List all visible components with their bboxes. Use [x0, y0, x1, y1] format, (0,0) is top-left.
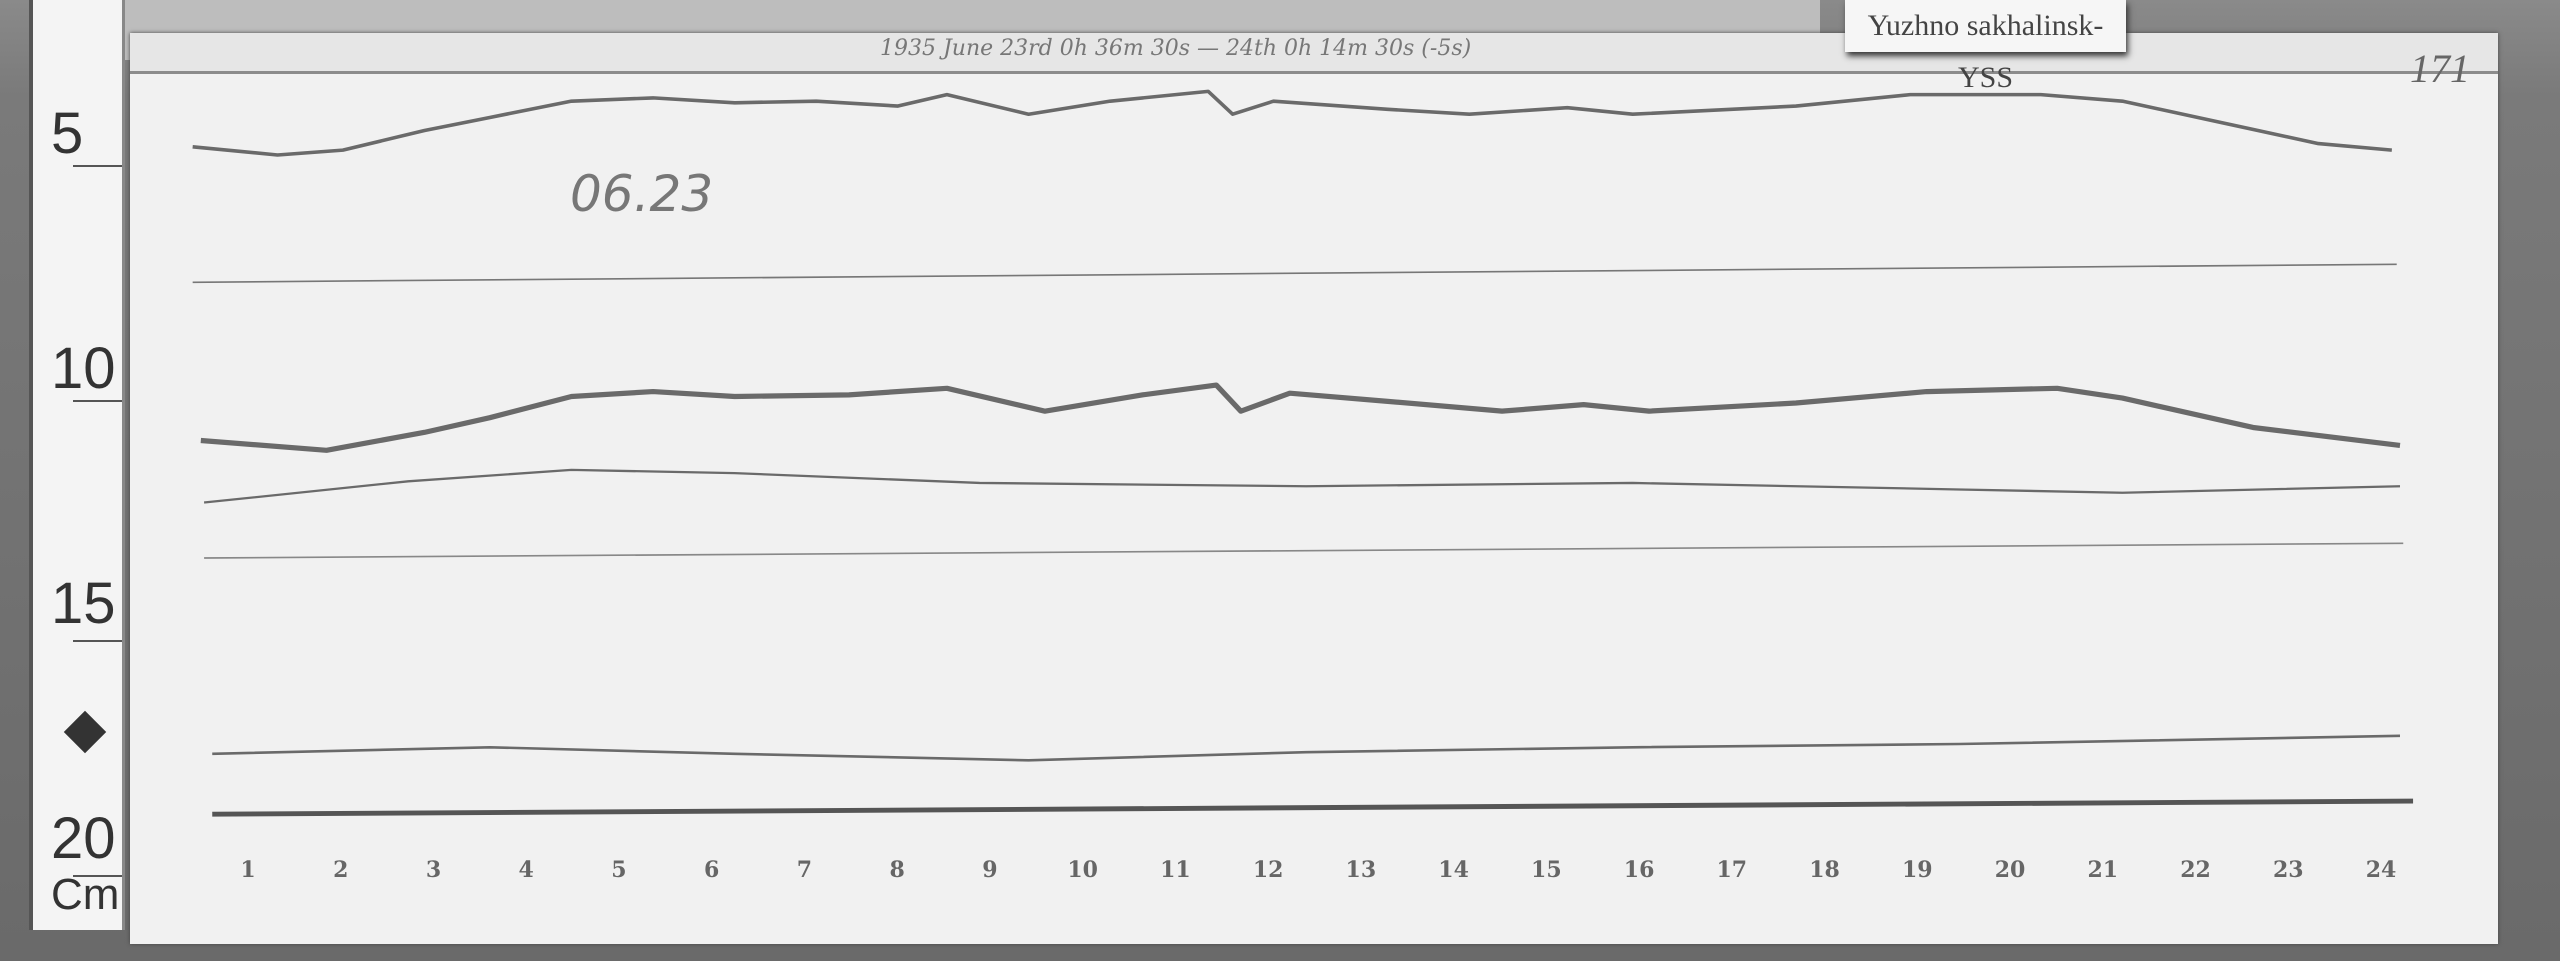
hour-label: 1: [240, 857, 256, 883]
hour-label: 20: [1994, 857, 2026, 883]
ruler-tick: [73, 165, 122, 167]
hour-label: 11: [1160, 857, 1191, 883]
hour-label: 24: [2365, 857, 2397, 883]
hour-label: 18: [1809, 857, 1840, 883]
hour-label: 5: [611, 857, 627, 883]
baseline-middle: [204, 542, 2404, 559]
hour-label: 17: [1716, 857, 1748, 883]
ruler-unit: Cm: [51, 870, 120, 919]
baseline-top: [192, 263, 2397, 284]
station-label: Yuzhno sakhalinsk-YSS: [1845, 0, 2126, 94]
hour-label: 23: [2272, 857, 2304, 883]
trace-top: [192, 89, 2392, 157]
hour-label: 21: [2087, 857, 2119, 883]
hour-label: 9: [982, 857, 998, 883]
record-period-text: 1935 June 23rd 0h 36m 30s — 24th 0h 14m …: [880, 36, 1472, 61]
ruler-label-5: 5: [51, 101, 84, 166]
hour-label: 6: [704, 857, 720, 883]
magnetogram-paper: [130, 33, 2498, 944]
ruler-label-10: 10: [51, 336, 116, 401]
ruler-label-20: 20: [51, 806, 116, 871]
hour-label: 19: [1901, 857, 1933, 883]
baseline-bottom: [212, 798, 2414, 817]
ruler-label-15: 15: [51, 571, 116, 636]
trace-middle: [200, 382, 2401, 453]
ruler-tick: [73, 875, 122, 877]
trace-middle-lower: [203, 468, 2401, 504]
ruler-tick: [73, 640, 122, 642]
hour-label: 22: [2180, 857, 2211, 883]
ruler-tick: [73, 400, 122, 402]
hour-label: 10: [1067, 857, 1098, 883]
sheet-number: 171: [2410, 46, 2470, 91]
date-note: 06.23: [570, 165, 714, 223]
hour-label: 8: [889, 857, 905, 883]
cm-ruler: 5 10 15 20 Cm: [29, 0, 125, 930]
hour-label: 7: [796, 857, 813, 883]
hour-label: 12: [1252, 857, 1284, 883]
hour-label: 14: [1438, 857, 1469, 883]
hour-label: 15: [1531, 857, 1562, 883]
hour-label: 3: [425, 857, 442, 883]
hour-label: 13: [1345, 857, 1377, 883]
hour-label: 16: [1623, 857, 1655, 883]
trace-bottom: [212, 734, 2401, 762]
hour-label: 4: [518, 857, 534, 883]
hour-label: 2: [333, 857, 349, 883]
